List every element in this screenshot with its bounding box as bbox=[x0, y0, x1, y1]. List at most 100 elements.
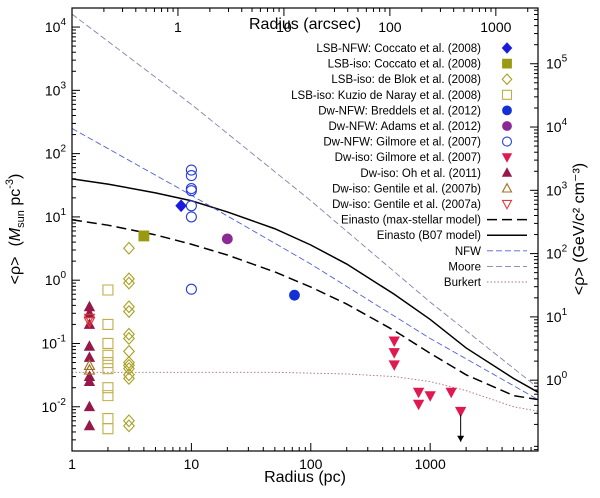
y2-tick-base-5: 10 bbox=[546, 56, 562, 72]
legend-label-burkert: Burkert bbox=[444, 277, 482, 289]
point-dw-iso-oh-et-al-2011-6 bbox=[83, 375, 96, 386]
legend-marker-lsb-iso-de-blok-et-al-2008 bbox=[501, 73, 513, 86]
y2-tick-exp-1: 1 bbox=[562, 307, 568, 318]
point-dw-nfw-gilmore-et-al-2007-3 bbox=[185, 185, 197, 197]
y-axis-title-m: M bbox=[7, 227, 24, 241]
y2-axis-title: <ρ> (GeV/c² cm⁻³) bbox=[571, 163, 588, 295]
point-dw-iso-gentile-et-al-2007a-0 bbox=[83, 313, 96, 325]
point-lsb-iso-kuzio-de-naray-et-al-2008-5 bbox=[102, 363, 114, 375]
y-tick-label-4: 102 bbox=[45, 144, 67, 162]
legend-label-lsb-iso-coccato-et-al-2008: LSB-iso: Coccato et al. (2008) bbox=[328, 59, 482, 71]
point-lsb-iso-de-blok-et-al-2008-13 bbox=[122, 414, 135, 428]
data-points bbox=[83, 164, 467, 442]
y2-tick-exp-4: 4 bbox=[562, 117, 568, 128]
legend: LSB-NFW: Coccato et al. (2008) LSB-iso: C… bbox=[291, 42, 527, 289]
point-dw-nfw-gilmore-et-al-2007-4 bbox=[185, 200, 197, 212]
legend-label-dw-iso-gentile-et-al-2007b: Dw-iso: Gentile et al. (2007b) bbox=[332, 183, 481, 195]
y-axis-title-pc: pc bbox=[7, 189, 24, 210]
legend-label-lsb-iso-kuzio-de-naray-et-al-2008: LSB-iso: Kuzio de Naray et al. (2008) bbox=[291, 90, 481, 102]
x-tick-label-0: 1 bbox=[68, 456, 76, 472]
y2-tick-exp-3: 3 bbox=[562, 180, 568, 191]
point-lsb-iso-de-blok-et-al-2008-6 bbox=[122, 331, 135, 346]
y-tick-base-0: 10 bbox=[42, 399, 58, 415]
point-lsb-iso-kuzio-de-naray-et-al-2008-0 bbox=[102, 284, 114, 296]
y2-tick-label-5: 105 bbox=[546, 54, 568, 72]
point-lsb-iso-kuzio-de-naray-et-al-2008-9 bbox=[102, 423, 114, 435]
point-dw-iso-gentile-et-al-2007a-1 bbox=[83, 317, 96, 329]
y2-tick-exp-0: 0 bbox=[562, 370, 568, 381]
y-tick-exp-6: 4 bbox=[60, 17, 66, 28]
point-lsb-iso-kuzio-de-naray-et-al-2008-1 bbox=[102, 318, 114, 330]
y-tick-exp-1: -1 bbox=[57, 333, 66, 344]
point-dw-iso-oh-et-al-2011-4 bbox=[83, 351, 96, 362]
point-dw-nfw-gilmore-et-al-2007-5 bbox=[185, 211, 197, 223]
point-lsb-iso-de-blok-et-al-2008-1 bbox=[122, 272, 135, 286]
y2-tick-label-3: 103 bbox=[546, 180, 568, 198]
legend-label-nfw: NFW bbox=[455, 246, 481, 258]
y-tick-base-3: 10 bbox=[45, 209, 61, 225]
y2-tick-exp-5: 5 bbox=[562, 54, 568, 65]
y2-tick-base-0: 10 bbox=[546, 372, 562, 388]
legend-label-dw-iso-gilmore-et-al-2007: Dw-iso: Gilmore et al. (2007) bbox=[335, 152, 482, 164]
y-tick-base-1: 10 bbox=[42, 335, 58, 351]
curve-einasto-b07-model bbox=[72, 178, 538, 393]
y-tick-base-5: 10 bbox=[45, 82, 61, 98]
y-axis-title: <ρ> (Msun pc-3) bbox=[4, 174, 27, 285]
y2-tick-label-0: 100 bbox=[546, 370, 568, 388]
y-axis-title-paren-open: ( bbox=[7, 241, 24, 247]
point-lsb-nfw-coccato-et-al-2008-0 bbox=[175, 199, 187, 213]
y-tick-label-6: 104 bbox=[45, 17, 67, 35]
legend-label-dw-nfw-breddels-et-al-2012: Dw-NFW: Breddels et al. (2012) bbox=[318, 105, 481, 117]
y-tick-exp-4: 2 bbox=[60, 144, 66, 155]
point-dw-iso-gentile-et-al-2007b-0 bbox=[83, 359, 96, 370]
legend-label-dw-nfw-gilmore-et-al-2007: Dw-NFW: Gilmore et al. (2007) bbox=[323, 137, 481, 149]
point-dw-iso-oh-et-al-2011-3 bbox=[83, 340, 96, 351]
legend-marker-dw-iso-gentile-et-al-2007a bbox=[501, 199, 513, 210]
point-dw-iso-gilmore-et-al-2007-2 bbox=[388, 360, 400, 371]
point-lsb-iso-de-blok-et-al-2008-2 bbox=[122, 276, 135, 290]
legend-marker-dw-iso-gilmore-et-al-2007 bbox=[501, 153, 513, 163]
upper-limit-arrow-head bbox=[457, 435, 465, 442]
y-tick-label-3: 101 bbox=[45, 207, 67, 225]
legend-label-lsb-iso-de-blok-et-al-2008: LSB-iso: de Blok et al. (2008) bbox=[331, 74, 481, 86]
point-dw-iso-gilmore-et-al-2007-5 bbox=[424, 391, 436, 402]
curve-nfw bbox=[72, 128, 538, 400]
point-lsb-iso-de-blok-et-al-2008-12 bbox=[122, 371, 135, 386]
point-dw-nfw-gilmore-et-al-2007-1 bbox=[185, 170, 197, 182]
x-tick-label-1: 10 bbox=[184, 456, 200, 472]
point-lsb-iso-de-blok-et-al-2008-9 bbox=[122, 358, 135, 372]
y2-tick-base-3: 10 bbox=[546, 182, 562, 198]
curve-einasto-max-stellar-model bbox=[72, 219, 538, 401]
y-axis-title-paren-close: ) bbox=[7, 174, 24, 179]
y-tick-exp-2: 0 bbox=[60, 270, 66, 281]
x2-tick-label-0: 1 bbox=[174, 19, 182, 35]
y-tick-label-1: 10-1 bbox=[42, 333, 67, 351]
y-tick-label-5: 103 bbox=[45, 80, 67, 98]
point-dw-iso-gilmore-et-al-2007-1 bbox=[388, 348, 400, 359]
point-dw-nfw-gilmore-et-al-2007-0 bbox=[185, 164, 197, 176]
point-dw-iso-gilmore-et-al-2007-6 bbox=[445, 387, 457, 399]
point-lsb-iso-de-blok-et-al-2008-14 bbox=[122, 419, 135, 433]
x-tick-label-2: 100 bbox=[299, 456, 323, 472]
point-lsb-iso-de-blok-et-al-2008-0 bbox=[122, 241, 135, 255]
y2-tick-base-1: 10 bbox=[546, 309, 562, 325]
legend-label-einasto-b07-model: Einasto (B07 model) bbox=[377, 230, 481, 242]
point-dw-iso-oh-et-al-2011-8 bbox=[83, 419, 96, 431]
y-tick-label-0: 10-2 bbox=[42, 397, 67, 415]
point-dw-nfw-breddels-et-al-2012-0 bbox=[289, 289, 300, 301]
legend-label-dw-nfw-adams-et-al-2012: Dw-NFW: Adams et al. (2012) bbox=[328, 121, 481, 133]
y-tick-base-2: 10 bbox=[45, 272, 61, 288]
y-axis-title-exp: -3 bbox=[4, 179, 16, 189]
legend-label-lsb-nfw-coccato-et-al-2008: LSB-NFW: Coccato et al. (2008) bbox=[316, 43, 481, 55]
legend-label-dw-iso-gentile-et-al-2007a: Dw-iso: Gentile et al. (2007a) bbox=[332, 199, 481, 211]
y-tick-exp-3: 1 bbox=[60, 207, 66, 218]
legend-marker-lsb-iso-coccato-et-al-2008 bbox=[502, 58, 512, 69]
x2-tick-label-2: 100 bbox=[378, 19, 402, 35]
y2-tick-base-2: 10 bbox=[546, 246, 562, 262]
y-tick-exp-5: 3 bbox=[60, 80, 66, 91]
point-dw-iso-gilmore-et-al-2007-3 bbox=[412, 387, 425, 399]
point-lsb-iso-coccato-et-al-2008-0 bbox=[138, 230, 150, 242]
